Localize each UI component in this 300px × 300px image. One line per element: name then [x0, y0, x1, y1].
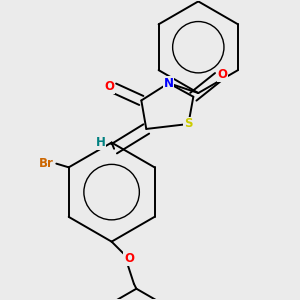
Text: O: O	[105, 80, 115, 93]
Text: O: O	[124, 252, 134, 265]
Text: H: H	[95, 136, 105, 149]
Text: Br: Br	[39, 157, 54, 170]
Text: N: N	[164, 76, 174, 90]
Text: S: S	[184, 118, 193, 130]
Text: O: O	[218, 68, 228, 81]
